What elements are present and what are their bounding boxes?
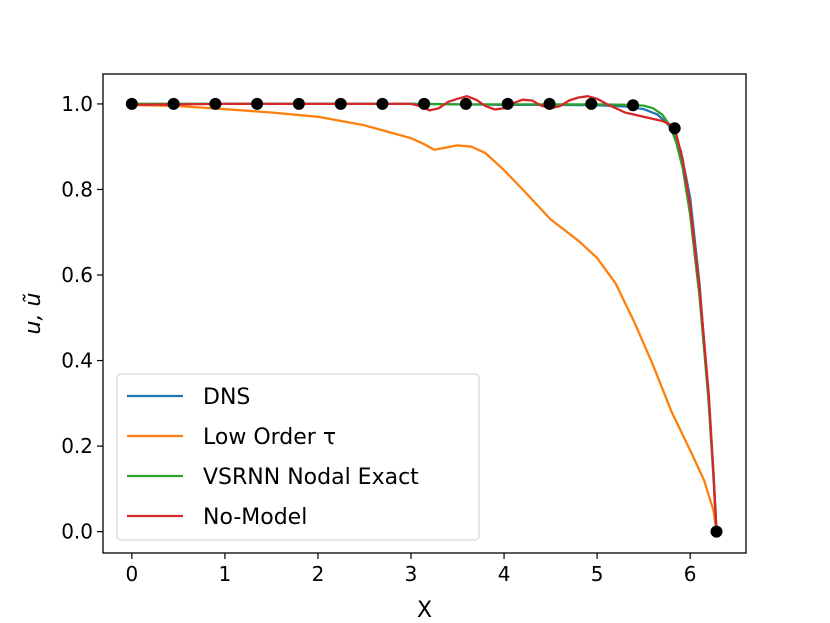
data-point <box>543 97 556 110</box>
data-point <box>710 525 723 538</box>
data-point <box>585 97 598 110</box>
x-tick-label: 4 <box>498 562 511 586</box>
data-point <box>292 97 305 110</box>
data-point <box>125 97 138 110</box>
x-tick-label: 5 <box>591 562 604 586</box>
data-point <box>501 97 514 110</box>
data-point <box>418 97 431 110</box>
y-axis-ticks: 0.0 0.2 0.4 0.6 0.8 1.0 <box>61 92 103 544</box>
legend: DNS Low Order τ VSRNN Nodal Exact No-Model <box>116 373 480 541</box>
data-point <box>459 97 472 110</box>
data-point <box>209 97 222 110</box>
legend-label-4: No-Model <box>203 505 307 530</box>
data-point <box>334 97 347 110</box>
plot-markers <box>125 97 723 538</box>
legend-label-1: DNS <box>203 385 250 410</box>
x-axis-ticks: 0 1 2 3 4 5 6 <box>125 553 697 586</box>
x-axis-label: X <box>417 598 432 623</box>
y-tick-label: 0.2 <box>61 434 93 458</box>
data-point <box>627 99 639 112</box>
legend-label-3: VSRNN Nodal Exact <box>203 465 419 490</box>
plot-frame <box>102 73 747 554</box>
x-tick-label: 2 <box>312 562 325 586</box>
x-tick-label: 0 <box>125 562 138 586</box>
x-tick-label: 3 <box>405 562 418 586</box>
data-point <box>251 97 264 110</box>
x-tick-label: 1 <box>219 562 232 586</box>
series-line-2 <box>130 103 718 533</box>
data-point <box>167 97 180 110</box>
y-tick-label: 0.8 <box>61 177 93 201</box>
y-axis-label: u, ũ <box>21 293 46 335</box>
legend-label-2: Low Order τ <box>203 425 336 450</box>
y-tick-label: 0.6 <box>61 263 93 287</box>
legend-box <box>116 373 480 541</box>
y-tick-label: 1.0 <box>61 92 93 116</box>
y-tick-label: 0.4 <box>61 349 93 373</box>
y-tick-label: 0.0 <box>61 520 93 544</box>
data-point <box>376 97 389 110</box>
data-point <box>668 122 681 135</box>
x-tick-label: 6 <box>684 562 697 586</box>
